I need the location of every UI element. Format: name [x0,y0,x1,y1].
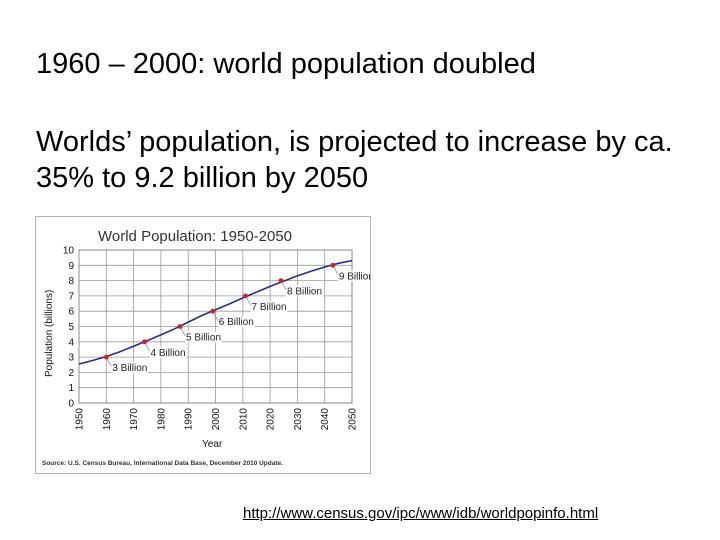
milestone-label: 7 Billion [252,302,287,313]
x-tick-label: 1950 [75,408,86,431]
milestone-marker [177,324,183,329]
y-tick-label: 8 [68,276,74,287]
x-tick-label: 1980 [156,408,167,431]
milestone-label: 4 Billion [151,348,186,359]
heading-world-population-doubled: 1960 – 2000: world population doubled [36,48,536,80]
y-tick-label: 7 [68,291,74,302]
milestone-label-bg [149,346,187,358]
milestone-marker [330,262,336,268]
milestone-label: 9 Billion [339,271,370,282]
milestone-label-bg [185,331,223,343]
y-axis-label: Population (billions) [44,290,55,377]
x-tick-label: 2030 [293,408,304,431]
milestone-label-bg [286,285,324,297]
milestone-label-bg [337,270,370,282]
x-tick-label: 2020 [266,408,277,431]
y-tick-label: 3 [68,353,74,364]
milestone-label: 6 Billion [219,317,254,328]
heading-population-projection: Worlds’ population, is projected to incr… [36,126,673,194]
milestone-label-bg [217,316,255,328]
y-tick-label: 0 [68,399,74,410]
milestone-marker [210,308,216,314]
x-tick-label: 2050 [348,408,359,431]
y-tick-label: 10 [63,246,75,257]
y-tick-label: 4 [68,337,74,348]
y-tick-label: 5 [68,322,74,333]
world-population-chart: World Population: 1950-2050 0 1 2 3 4 5 6 7 8 9 10… [35,216,371,474]
x-axis-label: Year [202,439,223,450]
milestone-label: 5 Billion [186,333,221,344]
x-tick-label: 2010 [238,408,249,431]
y-tick-label: 6 [68,307,74,318]
chart-source-note: Source: U.S. Census Bureau, Internationa… [42,460,283,467]
census-link[interactable]: http://www.census.gov/ipc/www/idb/worldp… [243,505,599,522]
milestone-marker [142,339,147,345]
grid-layer [78,249,353,404]
chart-title: World Population: 1950-2050 [98,228,292,245]
x-tick-label: 1960 [102,408,113,431]
chart-canvas: World Population: 1950-2050 0 1 2 3 4 5 6 7 8 9 10… [42,228,370,467]
y-tick-label: 1 [68,383,74,394]
milestone-label-bg [111,362,149,374]
series-layer [78,259,353,365]
tick-labels: 0 1 2 3 4 5 6 7 8 9 10 1950 1960 1970 1980 1990 2000 2010… [63,246,359,431]
milestone-label-bg [250,300,288,312]
milestone-marker [103,354,109,360]
x-tick-label: 1970 [129,408,140,431]
milestone-label: 8 Billion [287,287,322,298]
y-tick-label: 2 [68,368,74,379]
y-tick-label: 9 [68,261,74,272]
milestone-marker [243,293,248,299]
x-tick-label: 1990 [184,408,195,431]
milestone-marker [278,278,284,283]
population-series-line [78,259,353,365]
x-tick-label: 2000 [211,408,222,431]
x-tick-label: 2040 [320,408,331,431]
milestone-label: 3 Billion [112,363,147,374]
